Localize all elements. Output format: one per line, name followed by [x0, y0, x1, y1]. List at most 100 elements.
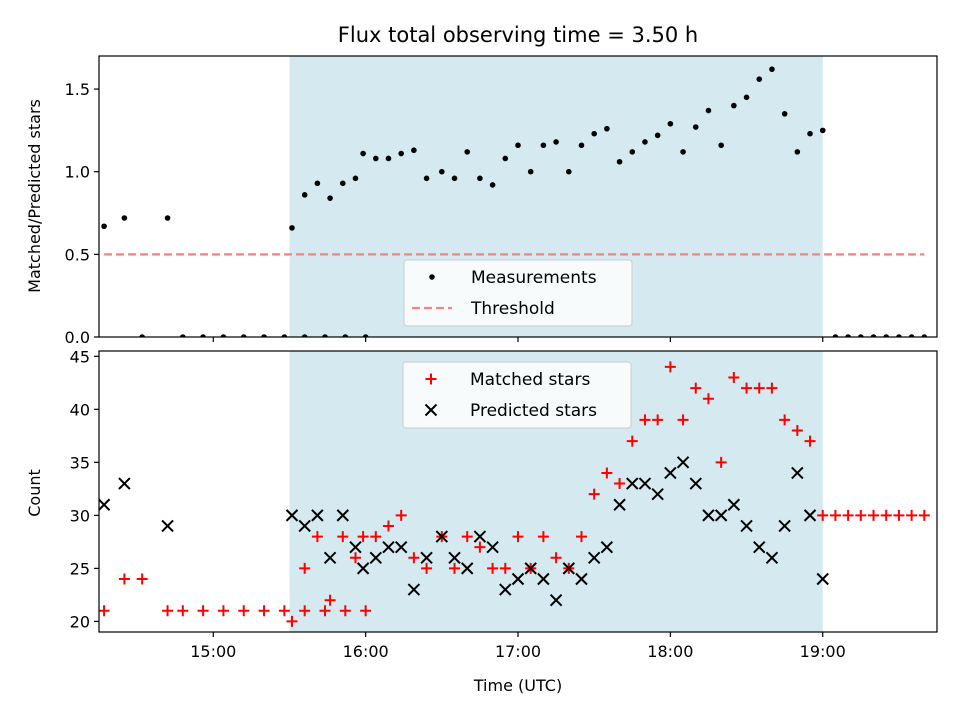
predicted-star-point	[664, 466, 677, 480]
matched-star-point	[461, 531, 473, 543]
measurement-point	[322, 334, 328, 337]
matched-star-point	[449, 562, 461, 574]
matched-star-point	[258, 605, 270, 617]
bottom-plot-area	[99, 361, 930, 627]
measurement-point	[819, 127, 826, 134]
measurement-point	[327, 195, 333, 201]
matched-star-point	[360, 605, 372, 617]
matched-star-point	[337, 531, 349, 543]
measurement-point	[858, 334, 864, 337]
matched-star-point	[99, 605, 110, 617]
predicted-star-point	[118, 477, 131, 490]
measurement-point	[654, 132, 661, 139]
measurement-point	[565, 168, 572, 175]
predicted-star-point	[311, 509, 324, 522]
top-y-tick-label: 1.5	[65, 80, 90, 99]
measurement-point	[240, 334, 247, 337]
predicted-star-point	[161, 519, 174, 533]
predicted-star-point	[791, 466, 804, 480]
top-series-0	[101, 66, 928, 337]
matched-star-point	[136, 573, 148, 585]
measurement-point	[807, 130, 813, 137]
measurement-point	[314, 180, 321, 187]
matched-star-point	[766, 382, 778, 394]
predicted-star-point	[448, 551, 461, 564]
measurement-point	[616, 158, 623, 165]
predicted-star-point	[549, 593, 563, 607]
x-tick-label: 19:00	[800, 642, 846, 661]
predicted-star-point	[511, 572, 525, 586]
measurement-point	[281, 334, 288, 337]
legend-x-marker	[424, 403, 438, 417]
matched-star-point	[299, 562, 311, 574]
predicted-star-point	[816, 572, 829, 586]
measurement-point	[515, 142, 521, 149]
predicted-star-point	[613, 498, 626, 511]
matched-star-point	[804, 435, 816, 447]
measurement-point	[629, 149, 636, 155]
predicted-star-point	[753, 540, 766, 554]
predicted-star-point	[702, 509, 715, 522]
measurement-point	[352, 175, 359, 182]
matched-star-point	[487, 562, 499, 574]
legend-label: Threshold	[470, 299, 555, 319]
matched-star-point	[162, 605, 174, 617]
matched-star-point	[421, 562, 433, 574]
measurement-point	[731, 102, 737, 109]
predicted-star-point	[587, 551, 601, 564]
measurement-point	[121, 215, 128, 221]
measurement-point	[743, 94, 750, 101]
matched-star-point	[550, 552, 562, 564]
measurement-point	[642, 139, 648, 145]
predicted-star-point	[562, 562, 575, 575]
measurement-point	[398, 150, 404, 157]
top-y-axis-label: Matched/Predicted stars	[25, 99, 44, 293]
measurement-point	[870, 334, 877, 337]
top-y-tick-label: 0.5	[65, 245, 90, 264]
top-panel: 0.0 0.5 1.0 1.5 Measurements Threshold	[65, 55, 938, 347]
measurement-point	[451, 175, 458, 182]
predicted-star-point	[369, 551, 383, 564]
matched-star-point	[893, 509, 905, 521]
bottom-y-tick-label: 25	[70, 559, 90, 578]
x-tick-label: 15:00	[190, 642, 236, 661]
x-tick-label: 18:00	[647, 642, 693, 661]
measurement-point	[921, 334, 928, 337]
predicted-star-point	[349, 540, 362, 554]
matched-star-point	[324, 594, 336, 606]
predicted-star-point	[473, 530, 487, 543]
measurement-point	[385, 155, 392, 162]
bottom-y-tick-label: 45	[70, 347, 90, 366]
measurement-point	[591, 130, 597, 137]
bottom-y-tick-label: 20	[70, 612, 90, 631]
matched-star-point	[370, 531, 382, 543]
measurement-point	[604, 125, 610, 132]
matched-star-point	[588, 488, 600, 500]
measurement-point	[578, 142, 585, 149]
matched-star-point	[408, 552, 420, 564]
matched-star-point	[217, 605, 229, 617]
predicted-star-point	[626, 477, 639, 490]
bottom-y-tick-label: 30	[70, 506, 90, 525]
predicted-star-point	[803, 509, 817, 522]
measurement-point	[339, 180, 346, 187]
predicted-star-point	[714, 509, 728, 522]
measurement-point	[200, 334, 206, 337]
bottom-legend-box	[402, 361, 632, 429]
matched-star-point	[880, 509, 892, 521]
matched-star-point	[855, 509, 867, 521]
matched-star-point	[918, 509, 930, 521]
matched-star-point	[626, 435, 638, 447]
matched-star-point	[601, 467, 613, 479]
predicted-star-point	[537, 572, 550, 586]
measurement-point	[477, 175, 483, 182]
matched-star-point	[197, 605, 209, 617]
measurement-point	[540, 142, 547, 149]
measurement-point	[301, 334, 308, 337]
matched-star-point	[382, 520, 394, 532]
measurement-point	[360, 150, 366, 157]
matched-star-point	[652, 414, 664, 426]
measurement-point	[896, 334, 902, 337]
measurement-point	[423, 175, 430, 182]
